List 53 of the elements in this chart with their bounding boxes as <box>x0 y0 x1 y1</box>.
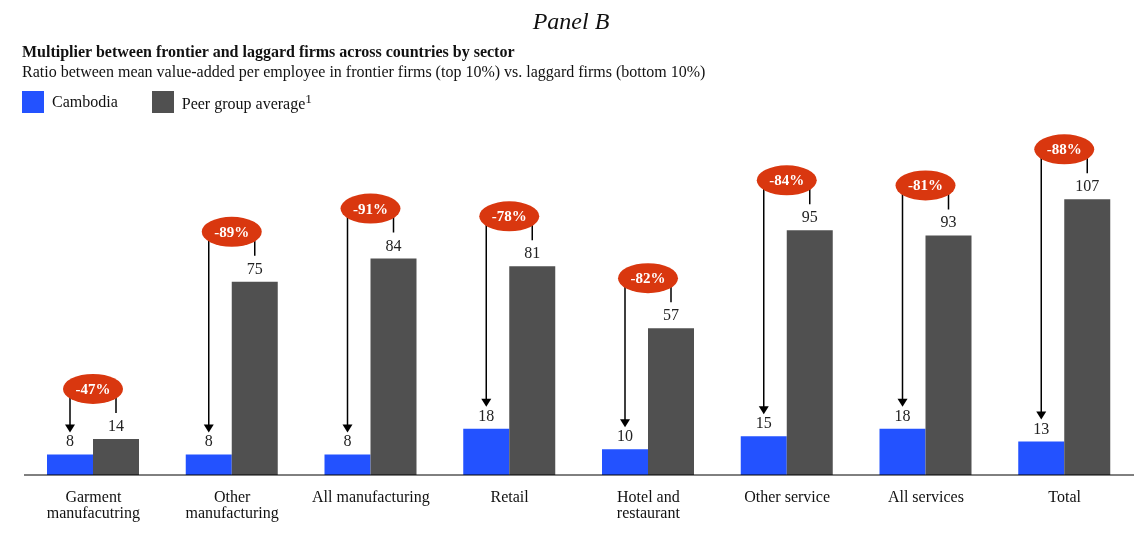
data-label: 93 <box>940 213 957 231</box>
annotation: -84% <box>769 172 805 189</box>
bar <box>1064 199 1111 476</box>
chart-subtitle: Multiplier between frontier and laggard firms across countries by sector <box>22 43 516 61</box>
annotation: -81% <box>908 177 943 194</box>
x-tick-label: Hotel and restaurant <box>616 488 681 522</box>
x-tick-label: Garment manufacutring <box>46 488 141 523</box>
bar <box>231 282 278 476</box>
data-label: 14 <box>108 417 124 435</box>
data-label: 13 <box>1033 419 1050 437</box>
bar <box>509 266 556 476</box>
bar <box>925 235 972 476</box>
data-label: 18 <box>478 406 495 424</box>
x-tick-label: All manufacturing <box>312 488 430 507</box>
bar <box>648 328 694 476</box>
bar <box>185 454 232 476</box>
chart-title: Panel B <box>531 8 611 35</box>
x-tick-label: Other manufacturing <box>185 488 279 523</box>
annotation: -89% <box>214 224 250 241</box>
x-tick-label: Other service <box>744 488 830 506</box>
annotation: -91% <box>353 200 388 217</box>
bar <box>463 428 510 476</box>
legend-label: Peer group average$^{1}$ <box>181 91 312 114</box>
data-label: 75 <box>246 260 263 278</box>
bar <box>602 449 648 476</box>
annotation: -47% <box>75 381 111 398</box>
data-label: 10 <box>617 427 633 445</box>
x-tick-label: All services <box>887 488 964 506</box>
data-label: 57 <box>663 306 679 324</box>
data-label: 81 <box>524 244 541 262</box>
text: Ratio between mean value-added per employee in frontier firms (top 10%) vs. laggard firms (bottom 10%) <box>22 63 707 81</box>
bar <box>740 436 787 476</box>
bar <box>1018 441 1065 476</box>
x-tick-label: Retail <box>490 488 530 506</box>
legend-label: Cambodia <box>52 93 118 112</box>
data-label: 95 <box>801 208 818 226</box>
data-label: 84 <box>385 236 402 254</box>
data-label: 15 <box>755 414 772 432</box>
bar <box>324 454 371 476</box>
annotation: -82% <box>630 270 666 287</box>
annotation: -88% <box>1046 141 1082 158</box>
data-label: 18 <box>894 406 911 424</box>
x-tick-label: Total <box>1048 488 1082 506</box>
bar <box>93 439 139 476</box>
bar <box>786 230 833 476</box>
data-label: 8 <box>204 432 213 450</box>
annotation: -78% <box>491 208 527 225</box>
data-label: 8 <box>343 432 352 450</box>
data-label: 107 <box>1075 177 1100 195</box>
bar <box>370 258 417 476</box>
bar <box>879 428 926 476</box>
data-label: 8 <box>66 432 74 450</box>
bar <box>47 454 93 476</box>
